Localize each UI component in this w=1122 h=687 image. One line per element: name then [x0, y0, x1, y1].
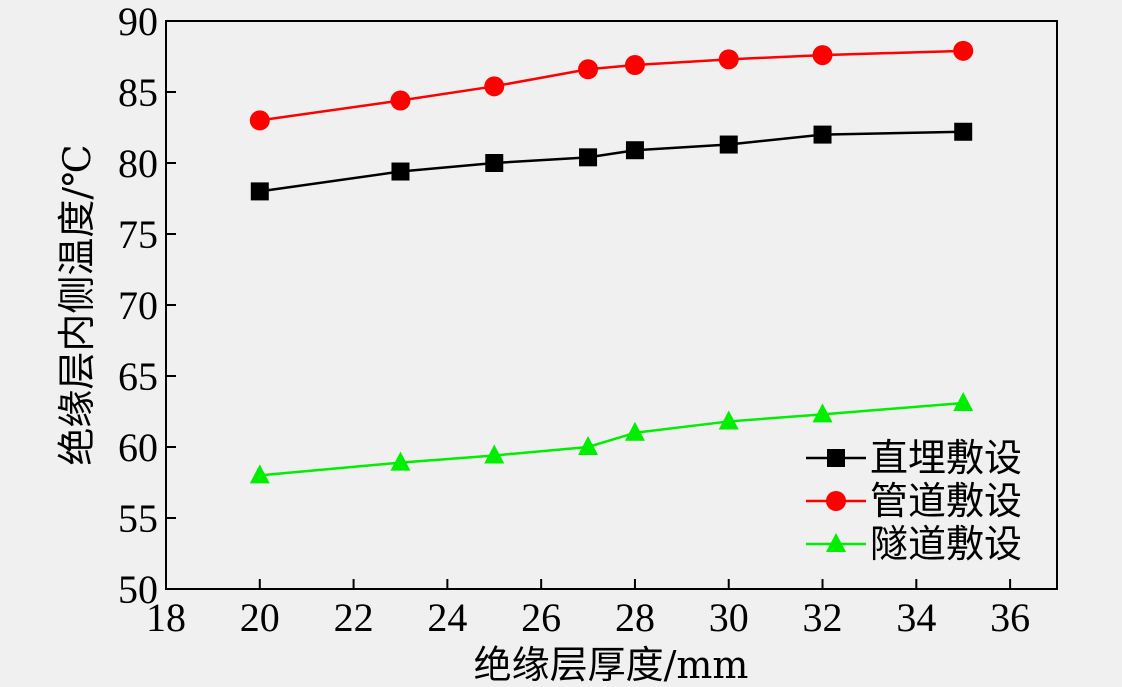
- data-point: [718, 49, 739, 70]
- data-point: [391, 162, 410, 181]
- y-tick-label: 90: [118, 0, 158, 44]
- x-tick-label: 30: [709, 595, 749, 640]
- legend-label: 管道敷设: [870, 479, 1022, 523]
- data-point: [390, 90, 411, 111]
- y-tick-label: 85: [118, 70, 158, 115]
- data-point: [718, 410, 739, 430]
- data-point: [624, 421, 645, 441]
- data-point: [953, 391, 974, 411]
- x-tick-label: 20: [240, 595, 280, 640]
- data-point: [249, 464, 270, 484]
- data-point: [624, 55, 645, 76]
- y-tick-label: 75: [118, 212, 158, 257]
- legend-label: 隧道敷设: [870, 522, 1022, 566]
- legend-marker: [826, 533, 846, 552]
- legend-item: 管道敷设: [806, 479, 1022, 523]
- x-tick-label: 34: [896, 595, 936, 640]
- legend-marker: [826, 491, 846, 511]
- data-point: [812, 45, 833, 66]
- series-layer: [249, 40, 974, 484]
- data-point: [578, 59, 599, 80]
- data-point: [719, 135, 738, 154]
- y-tick-label: 50: [118, 567, 158, 612]
- x-tick-label: 32: [803, 595, 843, 640]
- x-tick-label: 26: [521, 595, 561, 640]
- legend-item: 隧道敷设: [806, 522, 1022, 566]
- y-axis-label: 绝缘层内侧温度/℃: [55, 144, 99, 465]
- x-tick-label: 36: [990, 595, 1030, 640]
- data-point: [484, 76, 505, 97]
- y-tick-label: 65: [118, 354, 158, 399]
- data-point: [954, 122, 973, 141]
- series-line: [259, 49, 964, 122]
- data-point: [812, 403, 833, 423]
- data-point: [625, 141, 644, 160]
- series-3: [249, 391, 974, 484]
- data-point: [953, 40, 974, 61]
- data-point: [390, 451, 411, 471]
- y-tick-label: 60: [118, 425, 158, 470]
- series-1: [250, 122, 973, 201]
- data-point: [485, 154, 504, 172]
- data-point: [250, 182, 269, 201]
- y-tick-label: 70: [118, 283, 158, 328]
- x-tick-label: 24: [427, 595, 467, 640]
- x-axis-label: 绝缘层厚度/mm: [474, 643, 749, 687]
- ticks-layer: 18 20 22 24 26 28 30 32 34 36 50 55 60 65 70 75 80 85 90: [118, 0, 1030, 640]
- data-point: [813, 125, 832, 144]
- data-point: [578, 436, 599, 455]
- legend-item: 直埋敷设: [806, 436, 1022, 480]
- x-tick-label: 28: [615, 595, 655, 640]
- y-tick-label: 80: [118, 141, 158, 186]
- x-tick-label: 22: [334, 595, 374, 640]
- x-tick-label: 18: [146, 595, 186, 640]
- series-2: [249, 40, 974, 131]
- legend-marker: [827, 449, 845, 467]
- series-line: [259, 401, 964, 477]
- y-tick-label: 55: [118, 496, 158, 541]
- legend-label: 直埋敷设: [870, 436, 1022, 480]
- data-point: [249, 110, 270, 131]
- series-line: [259, 130, 964, 193]
- data-point: [484, 444, 505, 464]
- data-point: [579, 148, 598, 167]
